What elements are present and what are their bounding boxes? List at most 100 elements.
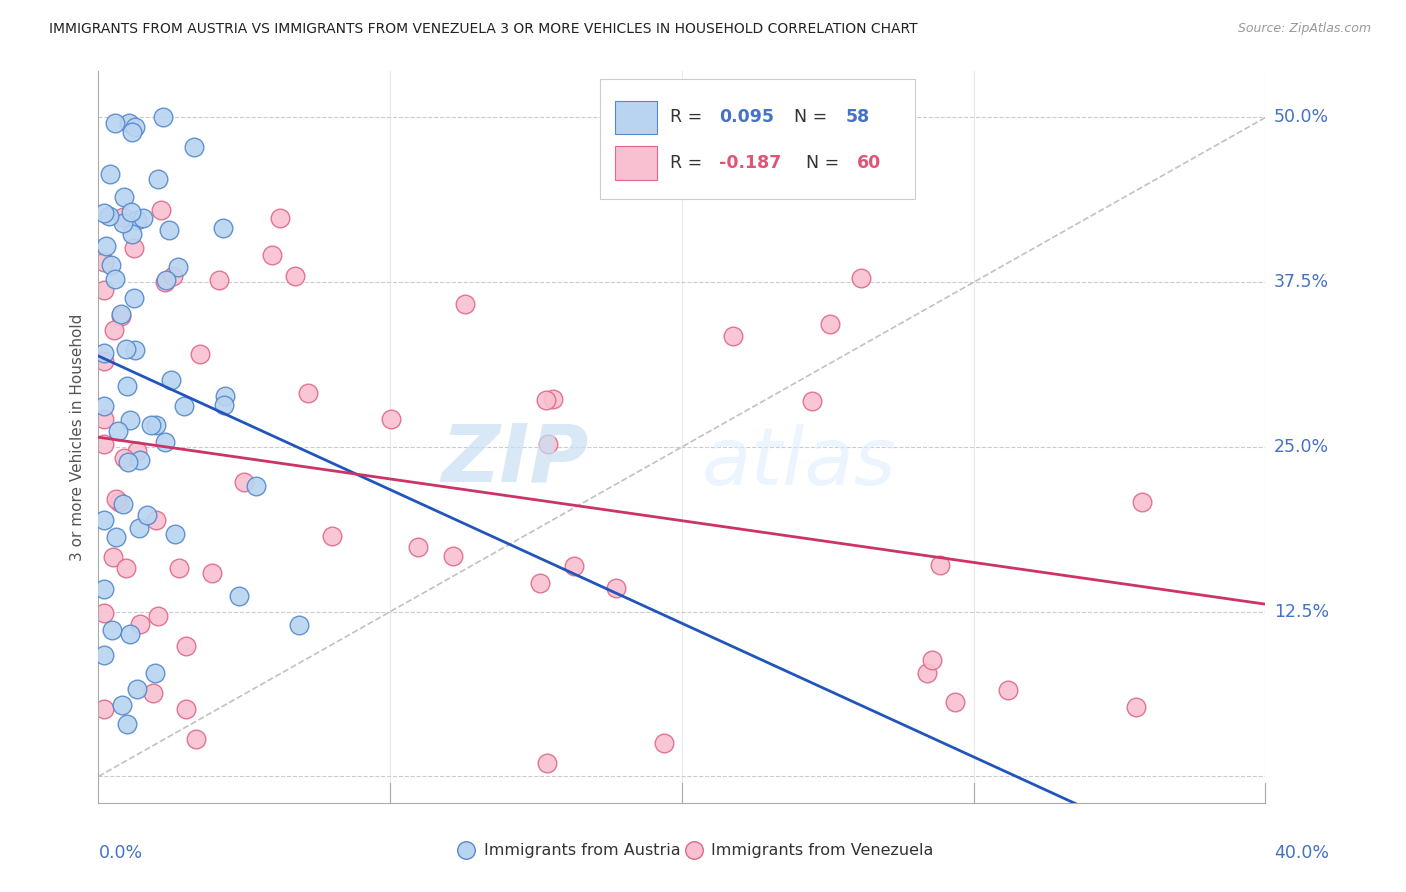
Point bbox=[537, 437, 560, 451]
Point bbox=[94, 239, 117, 253]
Point bbox=[110, 309, 132, 323]
Point bbox=[100, 167, 122, 181]
Point bbox=[288, 617, 311, 632]
Point bbox=[284, 268, 307, 283]
Point bbox=[245, 479, 267, 493]
Point bbox=[93, 346, 115, 360]
Point bbox=[1007, 855, 1029, 869]
Text: Immigrants from Venezuela: Immigrants from Venezuela bbox=[711, 843, 934, 858]
Point bbox=[93, 354, 115, 368]
Text: Source: ZipAtlas.com: Source: ZipAtlas.com bbox=[1237, 22, 1371, 36]
Point bbox=[228, 589, 250, 603]
Point bbox=[153, 275, 176, 289]
Text: Immigrants from Austria: Immigrants from Austria bbox=[484, 843, 681, 858]
Point bbox=[101, 623, 124, 637]
Point bbox=[380, 412, 402, 426]
Point bbox=[129, 617, 152, 632]
Text: 0.095: 0.095 bbox=[720, 109, 775, 127]
Point bbox=[107, 424, 129, 438]
Point bbox=[112, 451, 135, 466]
Point bbox=[93, 606, 115, 620]
Point bbox=[93, 702, 115, 716]
Point bbox=[152, 111, 174, 125]
Point bbox=[145, 417, 167, 432]
Text: R =: R = bbox=[671, 109, 709, 127]
Point bbox=[101, 549, 124, 564]
Point bbox=[262, 248, 284, 262]
Point bbox=[93, 283, 115, 297]
FancyBboxPatch shape bbox=[616, 101, 658, 135]
Point bbox=[111, 216, 134, 230]
Point bbox=[534, 392, 557, 407]
Point bbox=[124, 343, 146, 357]
Point bbox=[818, 317, 841, 331]
Point bbox=[800, 394, 823, 409]
Point bbox=[1130, 494, 1153, 508]
Point bbox=[120, 627, 142, 641]
Text: 58: 58 bbox=[845, 109, 869, 127]
Point bbox=[165, 526, 187, 541]
Point bbox=[125, 444, 148, 458]
Point bbox=[93, 399, 115, 413]
Point bbox=[562, 559, 585, 574]
Point bbox=[122, 292, 145, 306]
Point bbox=[155, 273, 177, 287]
Point bbox=[132, 211, 155, 225]
Point bbox=[115, 716, 138, 731]
Text: 37.5%: 37.5% bbox=[1274, 273, 1329, 291]
Point bbox=[111, 698, 134, 712]
Point bbox=[167, 561, 190, 575]
Point bbox=[183, 140, 205, 154]
Point bbox=[115, 342, 138, 356]
Point bbox=[153, 435, 176, 450]
Text: N =: N = bbox=[783, 109, 834, 127]
Point bbox=[929, 558, 952, 572]
Point bbox=[160, 373, 183, 387]
Point bbox=[297, 386, 319, 401]
Point bbox=[118, 116, 141, 130]
Point bbox=[214, 398, 236, 412]
Point bbox=[915, 665, 938, 680]
Text: R =: R = bbox=[671, 153, 709, 172]
Point bbox=[93, 206, 115, 220]
Point bbox=[721, 328, 744, 343]
Point bbox=[127, 681, 149, 696]
Point bbox=[127, 213, 149, 227]
Point bbox=[233, 475, 256, 490]
Point bbox=[93, 412, 115, 426]
Point bbox=[93, 437, 115, 451]
Text: N =: N = bbox=[796, 153, 845, 172]
Point bbox=[167, 260, 190, 274]
Point bbox=[146, 171, 169, 186]
Point bbox=[115, 379, 138, 393]
Point bbox=[174, 702, 197, 716]
Point bbox=[143, 666, 166, 681]
Point bbox=[997, 682, 1019, 697]
Text: ZIP: ZIP bbox=[441, 420, 589, 498]
Point bbox=[114, 561, 136, 575]
Point bbox=[120, 205, 142, 219]
Point bbox=[145, 513, 167, 527]
FancyBboxPatch shape bbox=[616, 146, 658, 179]
Point bbox=[201, 566, 224, 580]
Point bbox=[122, 241, 145, 255]
Point bbox=[321, 529, 343, 543]
Point bbox=[453, 297, 475, 311]
Point bbox=[142, 686, 165, 700]
Point bbox=[529, 576, 551, 591]
Text: -0.187: -0.187 bbox=[720, 153, 782, 172]
Point bbox=[536, 756, 558, 771]
Point bbox=[104, 492, 127, 507]
Point bbox=[93, 648, 115, 662]
Point bbox=[174, 639, 197, 653]
Point bbox=[269, 211, 291, 226]
Point bbox=[93, 254, 115, 268]
Point bbox=[211, 221, 233, 235]
Text: 0.0%: 0.0% bbox=[98, 845, 142, 863]
Point bbox=[103, 323, 125, 337]
Point bbox=[135, 508, 157, 522]
Point bbox=[128, 521, 150, 535]
Point bbox=[112, 190, 135, 204]
Point bbox=[121, 125, 143, 139]
Point bbox=[441, 549, 464, 563]
